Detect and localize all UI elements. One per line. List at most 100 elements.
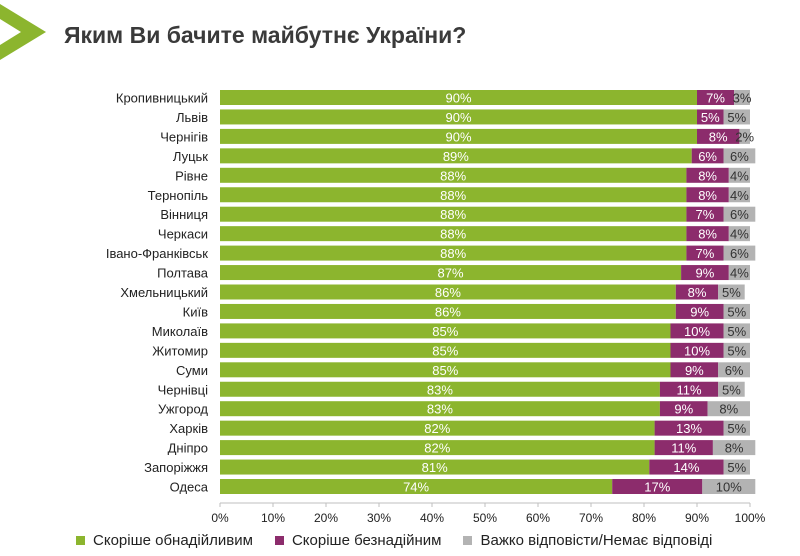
data-label-hopeful: 88% (440, 246, 466, 261)
bar-hopeless (659, 381, 719, 397)
legend-label-hopeless: Скоріше безнадійним (291, 532, 442, 549)
category-label: Луцьк (173, 149, 208, 164)
legend-label-hopeful: Скоріше обнадійливим (93, 532, 253, 549)
bar-hopeful (220, 265, 682, 281)
data-label-hopeful: 90% (445, 91, 471, 106)
category-label: Львів (176, 110, 208, 125)
bar-hopeless (686, 167, 729, 183)
category-label: Харків (169, 421, 208, 436)
legend-swatch-hard-to-say (463, 536, 473, 545)
category-label: Київ (183, 304, 208, 319)
x-tick-label: 40% (420, 511, 444, 525)
data-label-hopeless: 11% (677, 382, 702, 397)
data-label-hopeful: 90% (445, 129, 471, 144)
bar-hard-to-say (718, 362, 750, 378)
data-label-hard-to-say: 4% (730, 227, 749, 242)
data-label-hopeful: 89% (443, 149, 469, 164)
data-label-hopeless: 7% (696, 246, 715, 261)
data-label-hopeless: 9% (685, 363, 704, 378)
category-label: Хмельницький (120, 285, 208, 300)
data-label-hopeful: 86% (435, 285, 461, 300)
data-label-hopeful: 85% (432, 324, 458, 339)
category-label: Рівне (175, 168, 208, 183)
data-label-hopeless: 10% (684, 324, 710, 339)
bar-hard-to-say (728, 265, 750, 281)
data-label-hard-to-say: 5% (722, 382, 741, 397)
bar-hopeless (686, 206, 724, 222)
data-label-hopeful: 88% (440, 188, 466, 203)
data-label-hopeless: 17% (644, 480, 670, 495)
bar-hopeful (220, 148, 692, 164)
bar-hopeful (220, 303, 676, 319)
data-label-hopeless: 7% (706, 91, 725, 106)
data-label-hard-to-say: 8% (719, 402, 738, 417)
x-tick-label: 70% (579, 511, 603, 525)
data-label-hard-to-say: 2% (735, 129, 754, 144)
bar-hard-to-say (718, 381, 745, 397)
bar-hard-to-say (712, 440, 756, 456)
data-label-hard-to-say: 6% (730, 149, 749, 164)
x-tick-label: 90% (685, 511, 709, 525)
bar-hard-to-say (728, 187, 750, 203)
bar-hopeful (220, 109, 697, 125)
data-label-hopeless: 5% (701, 110, 720, 125)
category-label: Кропивницький (116, 91, 208, 106)
data-label-hopeful: 82% (424, 441, 450, 456)
bar-hopeless (675, 303, 724, 319)
bar-hopeless (686, 187, 729, 203)
x-tick-label: 30% (367, 511, 391, 525)
legend-item-hopeful: Скоріше обнадійливим (76, 532, 253, 549)
data-label-hard-to-say: 8% (725, 441, 744, 456)
data-label-hopeless: 9% (690, 304, 709, 319)
bar-hopeless (686, 245, 724, 261)
legend-swatch-hopeless (274, 536, 284, 545)
x-tick-label: 80% (632, 511, 656, 525)
bar-hard-to-say (728, 167, 750, 183)
bar-hard-to-say (723, 342, 750, 358)
bar-hard-to-say (702, 479, 756, 494)
data-label-hopeful: 85% (432, 343, 458, 358)
bar-hopeless (612, 479, 703, 494)
bar-hopeless (670, 323, 724, 339)
x-tick-label: 100% (735, 511, 766, 525)
bar-hard-to-say (728, 226, 750, 242)
data-label-hopeless: 8% (709, 129, 728, 144)
x-tick-label: 60% (526, 511, 550, 525)
category-label: Чернігів (160, 129, 208, 144)
bar-hopeful (220, 479, 613, 494)
legend-item-hopeless: Скоріше безнадійним (274, 532, 442, 549)
bar-hopeless (670, 362, 719, 378)
data-label-hopeful: 90% (445, 110, 471, 125)
data-label-hard-to-say: 5% (722, 285, 741, 300)
data-label-hard-to-say: 5% (727, 110, 746, 125)
bar-hopeless (697, 128, 740, 144)
category-label: Житомир (152, 343, 208, 358)
data-label-hopeless: 7% (696, 207, 715, 222)
data-label-hard-to-say: 5% (727, 460, 746, 475)
x-tick-label: 0% (211, 511, 229, 525)
bar-hopeful (220, 187, 687, 203)
x-tick-label: 10% (261, 511, 285, 525)
data-label-hopeless: 13% (676, 421, 702, 436)
bar-hard-to-say (723, 420, 750, 436)
category-label: Івано-Франківськ (106, 246, 208, 261)
data-label-hopeless: 8% (698, 188, 717, 203)
legend-item-hard-to-say: Важко відповісти/Немає відповіді (463, 532, 712, 549)
data-label-hopeful: 88% (440, 227, 466, 242)
bar-hopeful (220, 362, 671, 378)
bar-hopeful (220, 440, 655, 456)
bar-hard-to-say (707, 401, 750, 417)
bar-hopeful (220, 381, 660, 397)
data-label-hard-to-say: 3% (733, 91, 752, 106)
category-label: Тернопіль (148, 188, 209, 203)
data-label-hopeful: 83% (427, 382, 453, 397)
bar-hard-to-say (723, 459, 750, 475)
data-label-hard-to-say: 6% (730, 246, 749, 261)
data-label-hopeful: 81% (422, 460, 448, 475)
bar-hopeful (220, 420, 655, 436)
bar-hopeless (686, 226, 729, 242)
data-label-hopeful: 88% (440, 168, 466, 183)
bar-hard-to-say (723, 109, 750, 125)
bar-hopeless (681, 265, 729, 281)
bar-hopeless (649, 459, 724, 475)
